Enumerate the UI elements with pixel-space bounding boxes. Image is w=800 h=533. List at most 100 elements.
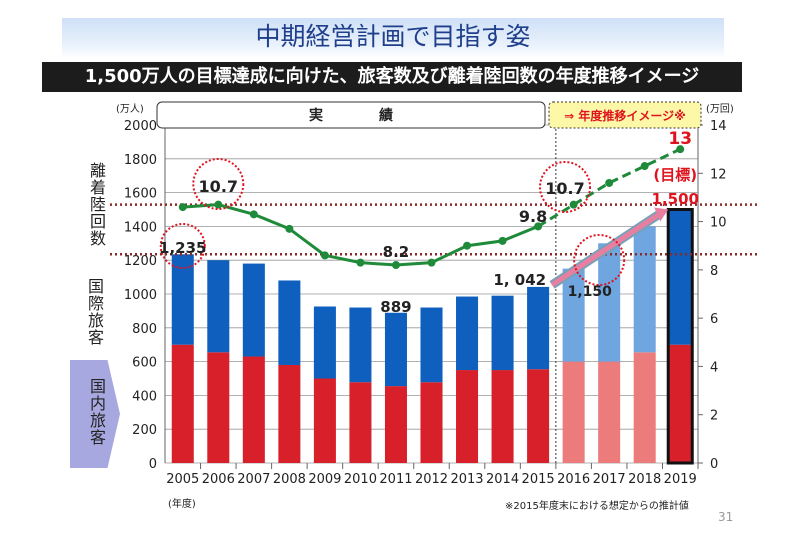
x-tick-label: 2012 (415, 472, 448, 487)
domestic-arrow-box (70, 360, 120, 468)
annotation-total-2016: 1,150 (568, 284, 613, 300)
movements-line-actual (182, 203, 539, 267)
footnote: ※2015年度末における想定からの推計値 (505, 501, 689, 512)
bar-international-2013 (456, 296, 479, 371)
left-tick-label: 1000 (124, 288, 157, 303)
x-tick-label: 2019 (664, 472, 697, 487)
movements-point-2008 (285, 224, 294, 233)
bar-domestic-2019 (669, 344, 692, 463)
annotation-target-label: (目標) (653, 166, 697, 184)
bar-domestic-2013 (456, 370, 479, 463)
x-tick-label: 2014 (486, 472, 519, 487)
bar-domestic-2014 (491, 370, 514, 463)
bar-international-2015 (527, 286, 550, 370)
bar-domestic-2009 (313, 378, 336, 463)
bar-international-2012 (420, 307, 443, 383)
bar-domestic-2006 (207, 352, 230, 463)
page-number: 31 (718, 510, 734, 524)
growth-arrow-head (654, 207, 669, 222)
left-tick-label: 1800 (124, 153, 157, 168)
movements-point-2012 (427, 258, 436, 267)
right-tick-label: 10 (710, 216, 727, 231)
movements-label: 離着陸回数 (87, 162, 106, 247)
annotation-movements-2015: 9.8 (519, 207, 547, 226)
x-tick-label: 2010 (344, 472, 377, 487)
movements-point-2010 (356, 258, 365, 267)
bar-international-2016 (562, 268, 585, 362)
annotation-movements-2016: 10.7 (545, 179, 584, 198)
x-tick-label: 2016 (557, 472, 590, 487)
annotation-movements-2006: 10.7 (199, 177, 238, 196)
movements-point-2009 (320, 251, 329, 260)
highlight-circle (573, 234, 626, 286)
x-tick-label: 2011 (379, 472, 412, 487)
movements-point-2006 (214, 200, 223, 209)
x-tick-label: 2018 (628, 472, 661, 487)
x-tick-label: 2015 (522, 472, 555, 487)
right-tick-label: 0 (710, 457, 718, 472)
bar-international-2018 (633, 226, 656, 353)
bar-international-2008 (278, 280, 301, 365)
title-band (62, 18, 724, 58)
movements-point-2015 (534, 222, 543, 231)
left-tick-label: 2000 (124, 119, 157, 134)
target-bar-outline (666, 208, 694, 465)
page-title: 中期経営計画で目指す姿 (255, 22, 531, 51)
bar-international-2005 (171, 254, 194, 345)
highlight-circle (159, 223, 206, 269)
movements-point-2011 (391, 261, 400, 270)
left-tick-label: 1600 (124, 187, 157, 202)
x-tick-label: 2008 (273, 472, 306, 487)
bar-international-2017 (598, 243, 621, 362)
bar-domestic-2017 (598, 361, 621, 463)
x-tick-label: 2013 (450, 472, 483, 487)
annotation-total-2005: 1,235 (159, 239, 206, 257)
x-unit: (年度) (168, 499, 196, 510)
left-tick-label: 200 (132, 423, 157, 438)
subtitle-banner: 1,500万人の目標達成に向けた、旅客数及び離着陸回数の年度推移イメージ (42, 62, 742, 92)
left-tick-label: 600 (132, 356, 157, 371)
bar-domestic-2011 (384, 386, 407, 463)
x-tick-label: 2009 (308, 472, 341, 487)
annotation-movements-2019: 13 (668, 129, 692, 149)
bar-domestic-2010 (349, 382, 372, 463)
x-tick-label: 2006 (202, 472, 235, 487)
movements-point-2018 (640, 162, 649, 171)
highlight-circle (539, 161, 591, 213)
bar-international-2007 (242, 263, 265, 357)
bar-international-2014 (491, 295, 514, 371)
annotation-total-2011: 889 (380, 298, 411, 316)
annotation-total-2015: 1, 042 (493, 271, 546, 289)
annotation-target-value: 1,500 (652, 190, 699, 208)
bar-domestic-2012 (420, 382, 443, 463)
left-tick-label: 0 (149, 457, 157, 472)
right-axis-unit: (万回) (706, 103, 734, 115)
bar-international-2010 (349, 307, 372, 383)
left-tick-label: 400 (132, 389, 157, 404)
bar-domestic-2018 (633, 352, 656, 463)
right-tick-label: 14 (710, 119, 727, 134)
projection-section-box (548, 101, 702, 129)
projection-section-label: ⇒ 年度推移イメージ※ (564, 108, 686, 123)
right-tick-label: 8 (710, 264, 718, 279)
highlight-circle (192, 158, 245, 210)
x-tick-label: 2007 (237, 472, 270, 487)
movements-point-2005 (178, 203, 187, 212)
right-tick-label: 4 (710, 360, 718, 375)
bar-domestic-2016 (562, 361, 585, 463)
bar-international-2006 (207, 260, 230, 353)
bar-international-2019 (669, 209, 692, 345)
international-label: 国際旅客 (85, 278, 104, 346)
bar-international-2011 (384, 312, 407, 387)
bar-domestic-2007 (242, 356, 265, 463)
x-tick-label: 2005 (166, 472, 199, 487)
right-tick-label: 12 (710, 167, 727, 182)
x-tick-label: 2017 (593, 472, 626, 487)
movements-point-2019 (676, 145, 685, 154)
movements-point-2013 (463, 241, 472, 250)
growth-arrow (550, 211, 662, 287)
actual-section-box (156, 101, 546, 129)
domestic-label: 国内旅客 (87, 378, 106, 446)
right-tick-label: 2 (710, 409, 718, 424)
